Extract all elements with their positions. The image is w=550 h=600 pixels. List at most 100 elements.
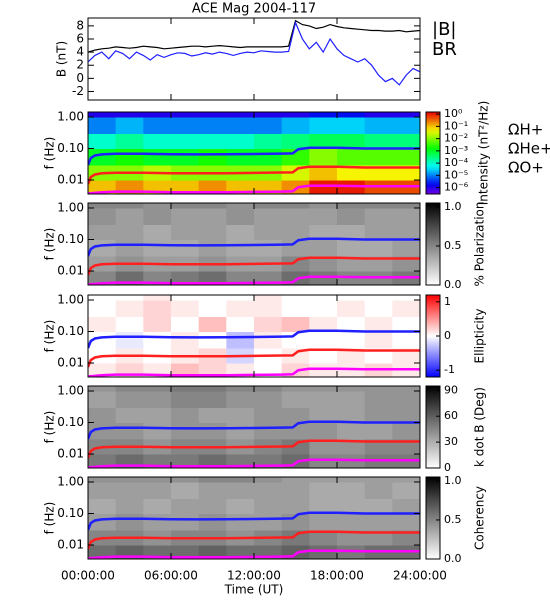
heatmap-cell xyxy=(88,224,117,241)
colorbar-label: % Polarization xyxy=(473,202,487,287)
x-tick-label: 00:00:00 xyxy=(61,569,115,583)
heatmap-cell xyxy=(309,363,338,377)
heatmap-cell xyxy=(226,316,255,333)
heatmap-cell xyxy=(254,498,283,515)
heatmap-cell xyxy=(115,481,144,499)
heatmap-cell xyxy=(171,477,200,483)
heatmap-cell xyxy=(364,347,393,364)
colorbar-tick-label: 10⁰ xyxy=(444,107,463,120)
y-tick-label: 1.00 xyxy=(57,292,84,306)
y-tick-label: 4 xyxy=(76,45,84,59)
heatmap-cell xyxy=(198,116,227,134)
gyrofrequency-line xyxy=(88,165,420,185)
gyrofrequency-line xyxy=(88,439,420,459)
heatmap-cell xyxy=(392,133,420,150)
heatmap-cell xyxy=(364,112,393,118)
heatmap-cell xyxy=(88,481,117,499)
heatmap-cell xyxy=(337,407,366,424)
heatmap-cell xyxy=(364,239,393,257)
heatmap-cell xyxy=(337,513,366,531)
colorbar-tick-label: 1.0 xyxy=(444,200,462,213)
heatmap-cell xyxy=(226,477,255,483)
heatmap-cell xyxy=(364,498,393,515)
heatmap-cell xyxy=(337,386,366,392)
heatmap-cell xyxy=(364,203,393,209)
heatmap-cell xyxy=(254,239,283,257)
heatmap-cell xyxy=(88,454,117,468)
heatmap-cell xyxy=(171,545,200,559)
heatmap-cell xyxy=(281,112,310,118)
heatmap-cell xyxy=(392,316,420,333)
plot-area xyxy=(88,112,420,194)
heatmap-cell xyxy=(309,454,338,468)
heatmap-cell xyxy=(309,271,338,285)
heatmap-cell xyxy=(88,498,117,515)
heatmap-cell xyxy=(115,513,144,531)
heatmap-cell xyxy=(226,454,255,468)
heatmap-cell xyxy=(309,513,338,531)
heatmap-cell xyxy=(309,331,338,349)
heatmap-cell xyxy=(281,386,310,392)
heatmap-cell xyxy=(171,481,200,499)
colorbar-tick-label: 10⁻⁶ xyxy=(444,181,469,194)
heatmap-cell xyxy=(88,390,117,408)
heatmap-cell xyxy=(226,363,255,377)
colorbar-label: Coherency xyxy=(473,486,487,550)
heatmap-cell xyxy=(309,133,338,150)
y-tick-label: 0.01 xyxy=(57,173,84,187)
heatmap-cell xyxy=(337,438,366,455)
colorbar-tick-label: 0.0 xyxy=(444,278,462,291)
heatmap-cell xyxy=(392,148,420,166)
y-tick-label: 0.10 xyxy=(57,506,84,520)
y-tick-label: 0.01 xyxy=(57,538,84,552)
heatmap-cell xyxy=(88,295,117,301)
heatmap-cell xyxy=(226,331,255,349)
colorbar-tick-label: 10⁻⁴ xyxy=(444,156,469,169)
heatmap-cell xyxy=(226,203,255,209)
heatmap-cell xyxy=(171,331,200,349)
plot-area xyxy=(88,386,420,468)
heatmap-cell xyxy=(337,112,366,118)
heatmap-cell xyxy=(392,299,420,317)
heatmap-cell xyxy=(198,386,227,392)
colorbar-label: Ellipticity xyxy=(473,309,487,364)
heatmap-cell xyxy=(88,545,117,559)
heatmap-cell xyxy=(364,438,393,455)
colorbar-tick-label: 1 xyxy=(444,295,451,308)
plot-area xyxy=(88,203,420,285)
heatmap-cell xyxy=(254,224,283,241)
heatmap-cell xyxy=(364,224,393,241)
heatmap-cell xyxy=(364,529,393,546)
colorbar-tick-label: 0.0 xyxy=(444,552,462,565)
heatmap-cell xyxy=(198,299,227,317)
heatmap-cell xyxy=(198,513,227,531)
heatmap-cell xyxy=(143,133,172,150)
y-axis-label: B (nT) xyxy=(55,41,69,77)
heatmap-cell xyxy=(143,299,172,317)
heatmap-cell xyxy=(226,545,255,559)
heatmap-cell xyxy=(115,386,144,392)
heatmap-cell xyxy=(364,390,393,408)
heatmap-cell xyxy=(392,203,420,209)
heatmap-cell xyxy=(281,316,310,333)
heatmap-cell xyxy=(115,316,144,333)
heatmap-cell xyxy=(309,116,338,134)
colorbar-tick-label: 10⁻⁵ xyxy=(444,168,468,181)
heatmap-cell xyxy=(143,295,172,301)
heatmap-cell xyxy=(171,271,200,285)
heatmap-cell xyxy=(88,407,117,424)
heatmap-cell xyxy=(115,239,144,257)
heatmap-cell xyxy=(226,116,255,134)
heatmap-cell xyxy=(392,116,420,134)
colorbar-tick-label: 0 xyxy=(444,461,451,474)
y-tick-label: 6 xyxy=(76,31,84,45)
heatmap-cell xyxy=(309,477,338,483)
y-tick-label: 0.10 xyxy=(57,324,84,338)
heatmap-cell xyxy=(281,295,310,301)
gyrofrequency-line xyxy=(88,256,420,276)
y-tick-label: 8 xyxy=(76,18,84,32)
heatmap-cell xyxy=(364,407,393,424)
colorbar-tick-label: 30 xyxy=(444,435,458,448)
heatmap-cell xyxy=(143,407,172,424)
heatmap-cell xyxy=(143,386,172,392)
